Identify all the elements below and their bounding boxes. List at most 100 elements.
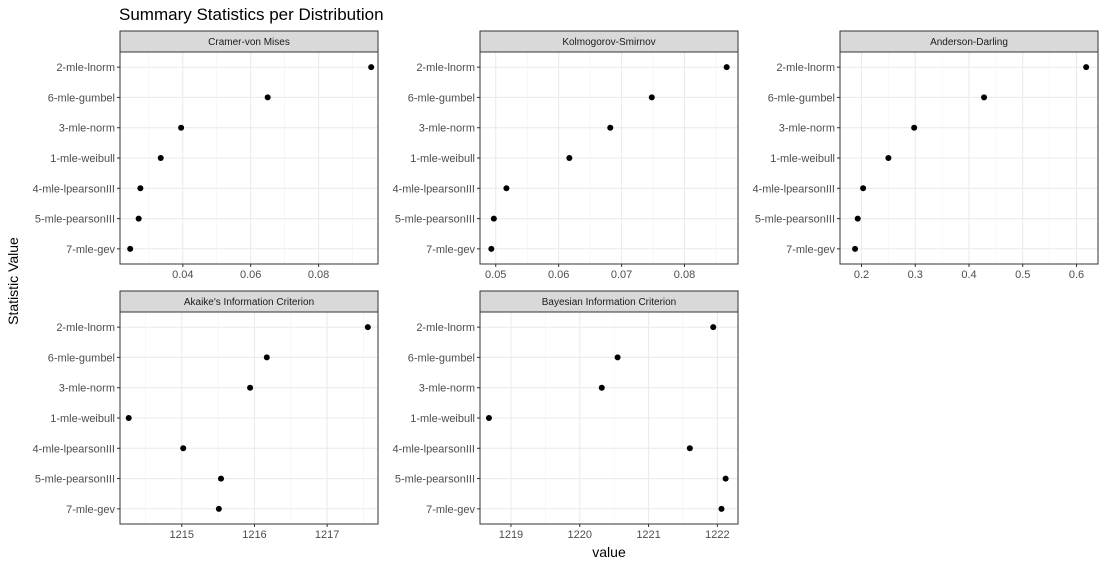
data-point [247, 384, 254, 391]
x-tick-label: 1216 [242, 529, 266, 541]
strip-label: Kolmogorov-Smirnov [562, 37, 655, 48]
x-tick-label: 1217 [315, 529, 339, 541]
data-point [852, 245, 859, 252]
strip-background [119, 290, 379, 313]
y-tick-label: 6-mle-gumbel [48, 352, 115, 364]
y-tick-label: 5-mle-pearsonIII [395, 214, 475, 226]
data-point [1083, 64, 1090, 71]
data-point [981, 94, 988, 101]
strip-background [479, 290, 739, 313]
x-tick-label: 0.06 [548, 269, 569, 281]
facet-panel: Akaike's Information Criterion 2-mle-lnor… [32, 290, 379, 541]
data-point [178, 124, 185, 131]
data-point [490, 215, 497, 222]
chart-title: Summary Statistics per Distribution [119, 5, 384, 24]
data-point [127, 245, 134, 252]
y-tick-label: 2-mle-lnorm [416, 62, 475, 74]
x-tick-label: 0.06 [240, 269, 261, 281]
data-point [218, 475, 225, 482]
facet-panel: Anderson-Darling 2-mle-lnorm 6-mle-gumbel 3… [752, 30, 1099, 281]
data-point [718, 505, 725, 512]
x-tick-label: 1215 [170, 529, 194, 541]
y-tick-label: 1-mle-weibull [410, 153, 475, 165]
data-point [263, 354, 270, 361]
y-tick-label: 7-mle-gev [426, 244, 475, 256]
y-tick-label: 7-mle-gev [426, 504, 475, 516]
x-tick-label: 1222 [705, 529, 729, 541]
y-tick-label: 5-mle-pearsonIII [755, 214, 835, 226]
data-point [264, 94, 271, 101]
data-point [885, 155, 892, 161]
x-tick-label: 0.3 [908, 269, 923, 281]
strip-label: Bayesian Information Criterion [542, 297, 677, 308]
y-tick-label: 6-mle-gumbel [48, 92, 115, 104]
y-tick-label: 5-mle-pearsonIII [35, 214, 115, 226]
y-tick-label: 2-mle-lnorm [56, 62, 115, 74]
data-point [503, 185, 510, 192]
strip-label: Cramer-von Mises [208, 37, 290, 48]
data-point [157, 155, 164, 161]
x-tick-label: 0.4 [961, 269, 976, 281]
data-point [607, 124, 614, 131]
x-tick-label: 1220 [568, 529, 592, 541]
y-tick-label: 2-mle-lnorm [416, 322, 475, 334]
y-tick-label: 3-mle-norm [59, 383, 115, 395]
y-tick-label: 7-mle-gev [66, 244, 115, 256]
facet-panel: Cramer-von Mises 2-mle-lnorm 6-mle-gumbel 3… [32, 30, 379, 281]
data-point [911, 124, 918, 131]
y-tick-label: 1-mle-weibull [770, 153, 835, 165]
x-tick-label: 1219 [499, 529, 523, 541]
y-tick-label: 6-mle-gumbel [408, 92, 475, 104]
data-point [648, 94, 655, 101]
x-tick-label: 0.08 [308, 269, 329, 281]
x-tick-label: 1221 [636, 529, 660, 541]
y-tick-label: 3-mle-norm [779, 123, 835, 135]
data-point [614, 354, 621, 361]
y-tick-label: 4-mle-lpearsonIII [392, 183, 475, 195]
strip-label: Akaike's Information Criterion [184, 297, 314, 308]
data-point [135, 215, 142, 222]
y-tick-label: 3-mle-norm [419, 383, 475, 395]
x-tick-label: 0.04 [172, 269, 193, 281]
data-point [710, 324, 717, 331]
data-point [854, 215, 861, 222]
data-point [860, 185, 867, 192]
facet-panel: Kolmogorov-Smirnov 2-mle-lnorm 6-mle-gumbe… [392, 30, 739, 281]
y-tick-label: 5-mle-pearsonIII [395, 474, 475, 486]
y-axis-label: Statistic Value [5, 237, 21, 325]
strip-label: Anderson-Darling [930, 37, 1008, 48]
y-tick-label: 6-mle-gumbel [408, 352, 475, 364]
x-tick-label: 0.5 [1015, 269, 1030, 281]
data-point [485, 415, 492, 421]
data-point [215, 505, 222, 512]
x-tick-label: 0.6 [1069, 269, 1084, 281]
y-tick-label: 1-mle-weibull [50, 413, 115, 425]
strip-background [839, 30, 1099, 53]
data-point [368, 64, 375, 71]
x-tick-label: 0.08 [674, 269, 695, 281]
x-axis-label: value [592, 544, 626, 560]
data-point [364, 324, 371, 331]
y-tick-label: 3-mle-norm [419, 123, 475, 135]
y-tick-label: 1-mle-weibull [410, 413, 475, 425]
x-tick-label: 0.05 [485, 269, 506, 281]
x-tick-label: 0.2 [854, 269, 869, 281]
y-tick-label: 4-mle-lpearsonIII [752, 183, 835, 195]
y-tick-label: 6-mle-gumbel [768, 92, 835, 104]
y-tick-label: 7-mle-gev [786, 244, 835, 256]
y-tick-label: 4-mle-lpearsonIII [32, 183, 115, 195]
data-point [686, 445, 693, 452]
data-point [125, 415, 132, 421]
y-tick-label: 2-mle-lnorm [776, 62, 835, 74]
facet-panel: Bayesian Information Criterion 2-mle-lnor… [392, 290, 739, 541]
y-tick-label: 1-mle-weibull [50, 153, 115, 165]
data-point [723, 64, 730, 71]
strip-background [479, 30, 739, 53]
y-tick-label: 7-mle-gev [66, 504, 115, 516]
y-tick-label: 3-mle-norm [59, 123, 115, 135]
strip-background [119, 30, 379, 53]
data-point [566, 155, 573, 161]
x-tick-label: 0.07 [611, 269, 632, 281]
data-point [180, 445, 187, 452]
